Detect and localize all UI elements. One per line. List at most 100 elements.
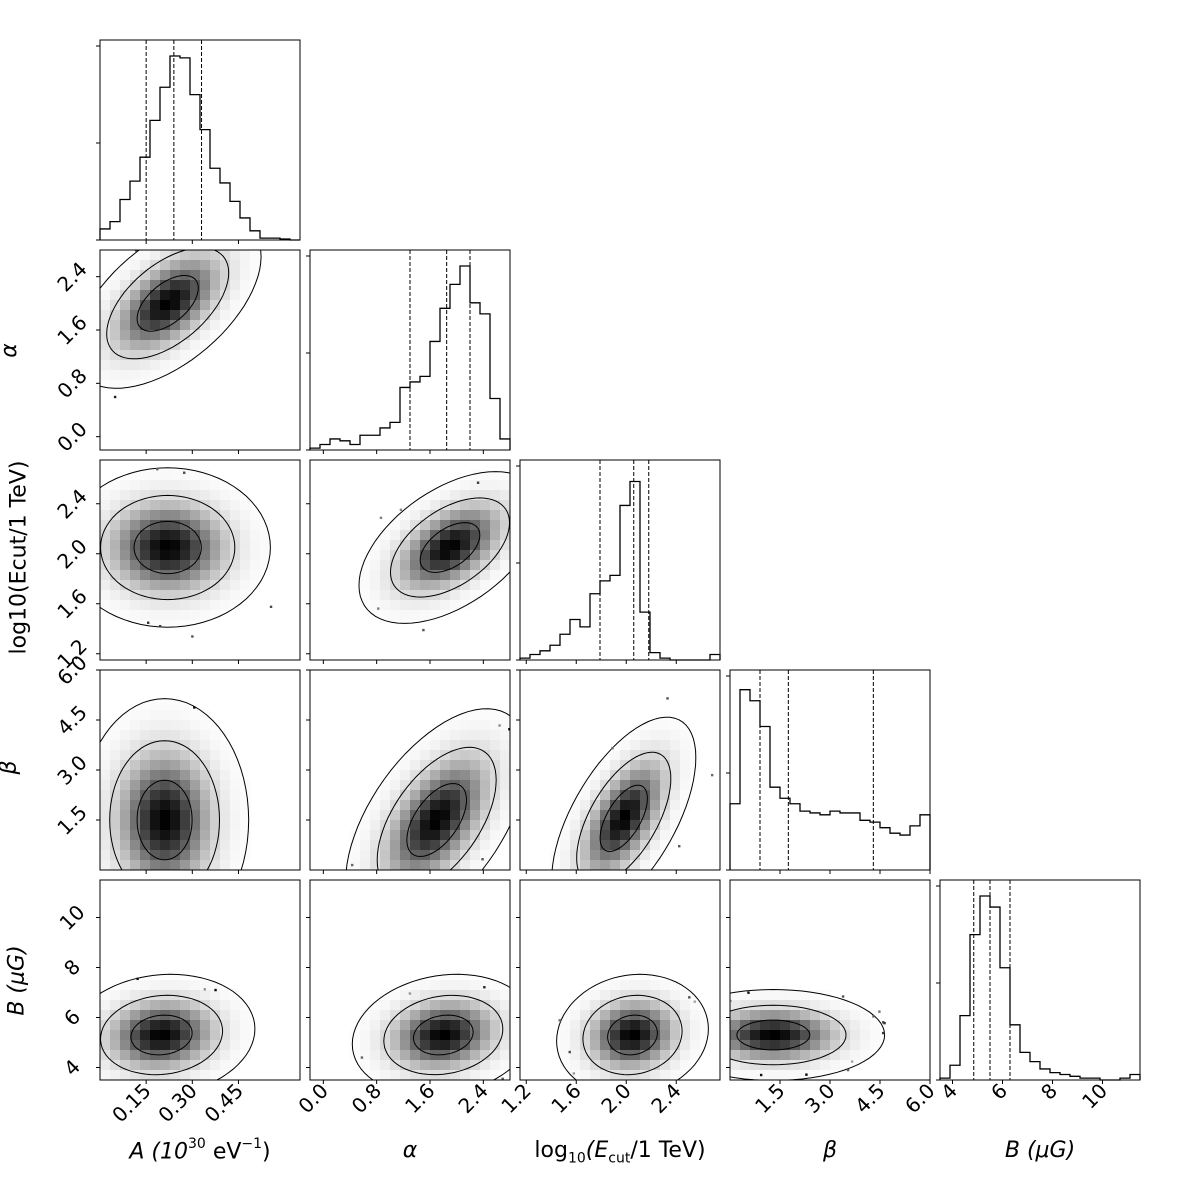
density-cell (120, 480, 131, 491)
density-cell (400, 600, 411, 611)
density-cell (580, 800, 591, 811)
density-cell (500, 1020, 510, 1031)
density-cell (570, 860, 581, 870)
density-cell (150, 980, 161, 991)
density-cell (650, 790, 661, 801)
density-cell (200, 1040, 211, 1051)
density-cell (170, 600, 181, 611)
density-cell (170, 310, 181, 321)
density-cell (360, 1010, 371, 1021)
density-cell (120, 340, 131, 351)
density-cell (220, 1050, 231, 1061)
density-cell (580, 1050, 591, 1061)
density-cell (120, 310, 131, 321)
density-cell (480, 470, 491, 481)
density-cell (110, 340, 121, 351)
density-cell (440, 490, 451, 501)
density-cell (480, 580, 491, 591)
outlier-point (113, 395, 117, 399)
outlier-point (165, 233, 167, 235)
density-cell (200, 740, 211, 751)
density-cell (830, 1050, 841, 1061)
density-cell (110, 350, 121, 361)
density-cell (190, 840, 201, 851)
density-cell (150, 280, 161, 291)
outlier-point (262, 233, 264, 235)
xticklabel-log10_Ecut-3: 2.4 (646, 1079, 685, 1118)
density-cell (570, 820, 581, 831)
density-cell (780, 990, 791, 1001)
density-cell (390, 780, 401, 791)
density-cell (480, 1050, 491, 1061)
density-cell (140, 1060, 151, 1071)
density-cell (110, 370, 121, 381)
density-cell (180, 1010, 191, 1021)
density-cell (180, 590, 191, 601)
density-cell (690, 1040, 701, 1051)
density-cell (220, 280, 231, 291)
density-cell (240, 560, 251, 571)
density-cell (160, 840, 171, 851)
density-cell (490, 540, 501, 551)
density-cell (120, 1050, 131, 1061)
density-cell (400, 530, 411, 541)
density-cell (160, 330, 171, 341)
density-cell (100, 540, 111, 551)
density-cell (160, 480, 171, 491)
x-label-log-tail: /1 TeV) (630, 1138, 706, 1163)
density-cell (140, 570, 151, 581)
density-cell (560, 1030, 571, 1041)
density-cell (440, 590, 451, 601)
density-cell (580, 820, 591, 831)
density-cell (580, 810, 591, 821)
density-cell (490, 570, 501, 581)
density-cell (630, 770, 641, 781)
density-cell (160, 1040, 171, 1051)
density-cell (670, 1020, 681, 1031)
density-cell (170, 840, 181, 851)
density-cell (100, 510, 111, 521)
yticklabel-alpha-1: 0.8 (52, 364, 91, 403)
density-cell (160, 550, 171, 561)
density-cell (640, 990, 651, 1001)
density-cell (470, 980, 481, 991)
density-cell (660, 1060, 671, 1071)
density-cell (670, 790, 681, 801)
density-cell (160, 1060, 171, 1071)
density-cell (140, 1050, 151, 1061)
density-cell (190, 260, 201, 271)
density-cell (420, 810, 431, 821)
density-cell (150, 320, 161, 331)
density-cell (690, 1050, 701, 1061)
outlier-point (730, 999, 732, 1003)
density-cell (140, 560, 151, 571)
density-cell (140, 720, 151, 731)
density-cell (170, 290, 181, 301)
density-cell (380, 790, 391, 801)
density-cell (360, 600, 371, 611)
density-cell (210, 280, 221, 291)
density-cell (570, 1010, 581, 1021)
density-cell (140, 260, 151, 271)
density-cell (140, 1040, 151, 1051)
density-cell (180, 1020, 191, 1031)
density-cell (100, 850, 111, 861)
density-cell (170, 790, 181, 801)
panel-frame-2-0 (99, 459, 301, 661)
density-cell (430, 560, 441, 571)
density-cell (100, 840, 111, 851)
density-cell (470, 500, 481, 511)
density-cell (600, 760, 611, 771)
density-cell (470, 830, 481, 841)
density-cell (670, 730, 681, 741)
density-cell (810, 1050, 821, 1061)
density-cell (600, 800, 611, 811)
density-cell (400, 800, 411, 811)
density-cell (470, 1020, 481, 1031)
density-cell (140, 730, 151, 741)
density-cell (200, 510, 211, 521)
density-cell (640, 970, 651, 981)
density-cell (220, 580, 231, 591)
density-cell (250, 530, 261, 541)
